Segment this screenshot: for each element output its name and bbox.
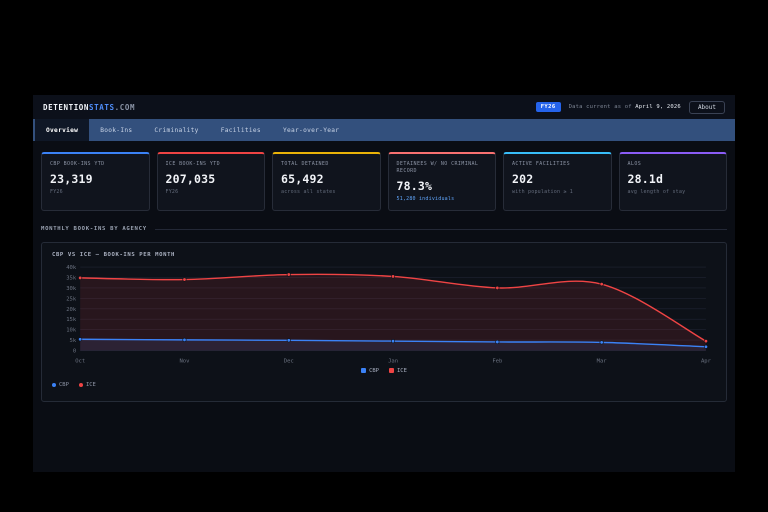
legend-item-ice: ICE	[78, 381, 96, 388]
section-title: MONTHLY BOOK-INS BY AGENCY	[41, 226, 147, 232]
svg-text:Dec: Dec	[284, 359, 294, 365]
fiscal-year-badge[interactable]: FY26	[535, 102, 561, 112]
tab-facilities[interactable]: Facilities	[220, 126, 261, 134]
bookins-line-chart: 0 5k 10k 15k 20k 25k 30k 35k 40k Oct Nov Dec Jan Feb M…	[66, 265, 712, 365]
svg-text:35k: 35k	[66, 275, 77, 281]
svg-text:Jan: Jan	[388, 359, 398, 365]
stat-label: CBP BOOK-INS YTD	[50, 161, 105, 167]
stat-card-total-detained: TOTAL DETAINED 65,492 across all states	[272, 152, 381, 211]
top-bar-right: FY26 Data current as of April 9, 2026 Ab…	[535, 100, 725, 114]
top-bar: DETENTIONSTATS.COM FY26 Data current as …	[33, 95, 735, 119]
nav-bar: Overview Book-Ins Criminality Facilities…	[33, 119, 735, 141]
svg-text:Oct: Oct	[75, 359, 85, 365]
stat-card-cbp-bookins-ytd: CBP BOOK-INS YTD 23,319 FY26	[41, 152, 150, 211]
about-button[interactable]: About	[688, 100, 725, 114]
app-window: DETENTIONSTATS.COM FY26 Data current as …	[33, 95, 735, 472]
tab-overview[interactable]: Overview	[35, 119, 90, 141]
legend-item-cbp: CBP	[52, 382, 69, 388]
svg-text:Mar: Mar	[597, 359, 608, 365]
tab-book-ins[interactable]: Book-Ins	[100, 126, 133, 134]
stat-card-alos: ALOS 28.1d avg length of stay	[618, 152, 727, 211]
stat-value: 65,492	[281, 171, 324, 186]
legend-swatch-ice	[78, 382, 83, 387]
svg-text:40k: 40k	[66, 265, 77, 271]
svg-text:0: 0	[73, 349, 76, 355]
svg-text:Feb: Feb	[492, 359, 502, 365]
svg-text:Apr: Apr	[701, 359, 712, 365]
logo-text-accent: STATS	[89, 102, 115, 112]
stat-card-no-criminal-record: DETAINEES W/ NO CRIMINAL RECORD 78.3% 51…	[387, 152, 496, 211]
stat-value: 202	[512, 171, 534, 186]
data-current-date: April 9, 2026	[635, 104, 681, 110]
stat-subtitle: avg length of stay	[627, 188, 686, 195]
data-current-note: Data current as of April 9, 2026	[569, 104, 681, 110]
svg-text:25k: 25k	[66, 296, 77, 302]
svg-text:30k: 30k	[66, 286, 77, 292]
legend-item-ice[interactable]: ICE	[389, 368, 407, 374]
tab-criminality[interactable]: Criminality	[154, 126, 199, 134]
data-current-prefix: Data current as of	[568, 104, 632, 110]
stat-value: 207,035	[165, 171, 216, 186]
svg-text:15k: 15k	[66, 317, 77, 323]
legend-swatch-cbp	[52, 382, 56, 387]
stat-subtitle: FY26	[50, 188, 63, 195]
stat-subtitle: with population ≥ 1	[512, 188, 573, 195]
tab-year-over-year[interactable]: Year-over-Year	[282, 126, 340, 134]
stat-value: 78.3%	[396, 178, 433, 193]
stat-card-ice-bookins-ytd: ICE BOOK-INS YTD 207,035 FY26	[156, 152, 265, 211]
stat-subtitle: 51,280 individuals	[396, 195, 455, 202]
stat-label: ICE BOOK-INS YTD	[165, 161, 221, 167]
chart-legend: CBP ICE	[52, 368, 716, 374]
main-content: CBP BOOK-INS YTD 23,319 FY26 ICE BOOK-IN…	[33, 141, 735, 402]
stat-value: 28.1d	[627, 171, 664, 186]
logo-text-suffix: .COM	[114, 102, 136, 112]
stat-label: TOTAL DETAINED	[281, 161, 329, 167]
section-divider	[154, 228, 727, 230]
stat-subtitle: FY26	[165, 188, 179, 195]
section-header: MONTHLY BOOK-INS BY AGENCY	[41, 226, 727, 232]
svg-text:10k: 10k	[66, 328, 77, 334]
stat-label: ALOS	[627, 161, 642, 167]
logo-text-primary: DETENTION	[43, 102, 90, 112]
legend-swatch-ice	[389, 368, 394, 374]
svg-text:5k: 5k	[70, 338, 77, 344]
stats-row: CBP BOOK-INS YTD 23,319 FY26 ICE BOOK-IN…	[41, 152, 727, 211]
svg-text:20k: 20k	[66, 307, 77, 313]
chart-title: CBP VS ICE — BOOK-INS PER MONTH	[52, 252, 175, 258]
legend-swatch-cbp	[361, 368, 367, 374]
site-logo[interactable]: DETENTIONSTATS.COM	[43, 103, 135, 112]
stat-card-active-facilities: ACTIVE FACILITIES 202 with population ≥ …	[503, 152, 612, 211]
legend-label: ICE	[397, 367, 407, 374]
legend-label: ICE	[85, 381, 96, 388]
stat-label: DETAINEES W/ NO CRIMINAL RECORD	[396, 161, 479, 174]
stat-subtitle: across all states	[281, 188, 336, 195]
legend-label: CBP	[369, 367, 379, 374]
panel-legend: CBP ICE	[52, 382, 716, 388]
svg-text:Nov: Nov	[179, 359, 190, 365]
legend-item-cbp[interactable]: CBP	[361, 368, 379, 374]
stat-label: ACTIVE FACILITIES	[512, 161, 570, 167]
stat-value: 23,319	[50, 171, 93, 186]
legend-label: CBP	[59, 381, 69, 388]
chart-panel: CBP VS ICE — BOOK-INS PER MONTH 0 5k 10k 15…	[41, 242, 727, 402]
